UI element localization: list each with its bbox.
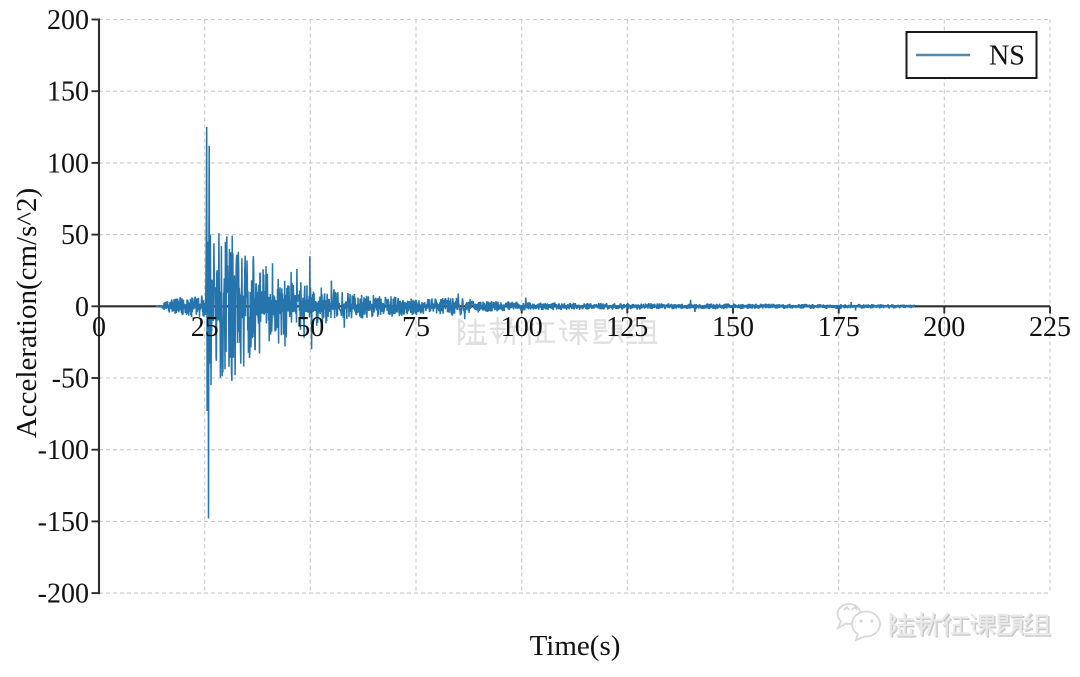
svg-text:200: 200 xyxy=(47,5,89,36)
svg-text:150: 150 xyxy=(712,312,754,343)
svg-text:125: 125 xyxy=(606,312,648,343)
svg-text:175: 175 xyxy=(818,312,860,343)
svg-text:50: 50 xyxy=(296,312,324,343)
svg-text:100: 100 xyxy=(501,312,543,343)
svg-text:-100: -100 xyxy=(38,435,89,466)
svg-text:-200: -200 xyxy=(38,579,89,610)
svg-text:NS: NS xyxy=(989,41,1025,72)
svg-text:75: 75 xyxy=(402,312,430,343)
svg-text:-50: -50 xyxy=(52,364,89,395)
svg-text:100: 100 xyxy=(47,148,89,179)
svg-text:Acceleration(cm/s^2): Acceleration(cm/s^2) xyxy=(11,188,43,438)
svg-text:150: 150 xyxy=(47,77,89,108)
svg-text:225: 225 xyxy=(1029,312,1071,343)
svg-text:0: 0 xyxy=(92,312,106,343)
svg-text:200: 200 xyxy=(923,312,965,343)
svg-text:-150: -150 xyxy=(38,507,89,538)
svg-text:50: 50 xyxy=(61,220,89,251)
svg-text:Time(s): Time(s) xyxy=(530,630,621,662)
svg-text:25: 25 xyxy=(191,312,219,343)
svg-text:0: 0 xyxy=(75,292,89,323)
